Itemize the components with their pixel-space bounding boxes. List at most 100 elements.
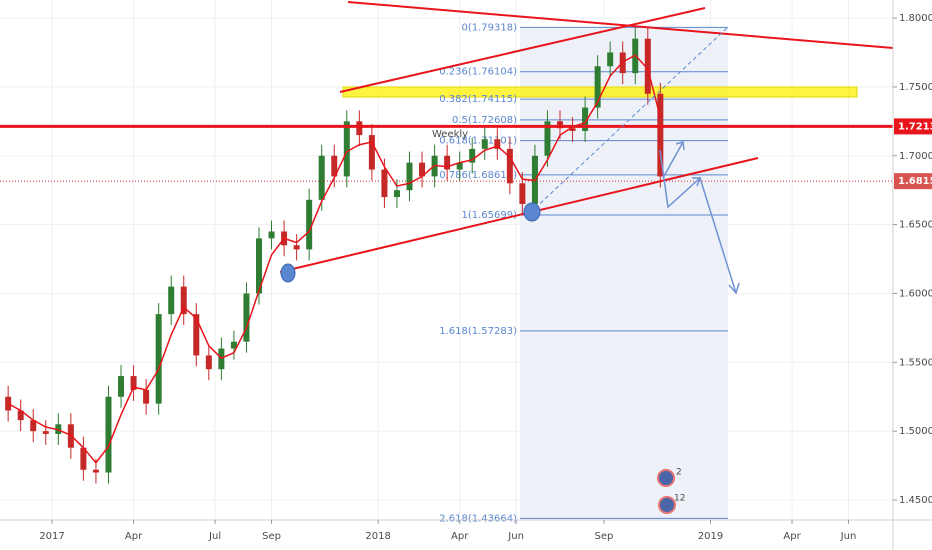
trend-line [339,7,706,93]
candle-body [469,148,476,163]
candle-body [255,238,262,294]
price-box [894,173,932,190]
y-tick-label: 1.50000 [899,426,932,437]
drawings: 2 12 Weekly [279,1,894,514]
projection-arrow [662,141,684,179]
fib-label: 1(1.65699) [461,210,517,221]
candle-body [230,341,237,349]
fib-label: 0(1.79318) [461,22,517,33]
fib-label: 0.382(1.74115) [439,94,517,105]
y-tick-label: 1.75000 [899,82,932,93]
x-tick-label: Apr [783,531,801,542]
fib-label: 1.618(1.57283) [439,326,517,337]
trend-line [279,157,759,273]
candle-body [381,169,388,198]
candle-body [494,139,501,149]
candle-body [368,135,375,170]
x-tick-label: Jun [840,531,857,542]
candle-body [481,139,488,149]
y-tick-label: 1.70000 [899,151,932,162]
price-label: 1.68156 [898,176,932,187]
candle-body [30,420,37,432]
arrow-head [692,177,702,187]
candle-body [607,52,614,67]
candle-body [331,155,338,177]
candle-body [657,93,664,177]
candle-body [80,447,87,470]
price-label: 1.72132 [898,121,932,132]
candle-body [519,183,526,204]
axes: 1.80000 1.75000 1.70000 1.65000 1.60000 1.550… [39,13,932,542]
fib-label: 0.618(1.71101) [439,136,517,147]
y-tick-label: 1.55000 [899,357,932,368]
candle-body [92,469,99,473]
candle-body [318,155,325,200]
projection-arrow [659,149,737,294]
candle-body [143,389,150,404]
y-tick-label: 1.65000 [899,220,932,231]
candle-body [42,431,49,434]
marker [523,202,541,222]
x-tick-label: Apr [125,531,143,542]
y-tick-label: 1.60000 [899,288,932,299]
badge-count: 2 [676,468,682,478]
arrow-head [728,282,740,295]
fib-label: 0.786(1.68614) [439,170,517,181]
event-badge[interactable] [658,496,676,514]
candle-body [406,162,413,191]
x-tick-label: 2019 [698,531,723,542]
plot [0,27,893,484]
candle-body [180,286,187,315]
candle-body [644,38,651,94]
candle-body [205,355,212,370]
interval-label: Weekly [432,129,468,140]
candle-body [243,293,250,342]
candle-body [569,128,576,131]
fib-label: 0.5(1.72608) [452,115,517,126]
candle-body [444,155,451,170]
candle-body [17,410,24,421]
trend-line [529,26,729,214]
x-tick-label: Sep [262,531,281,542]
x-tick-label: Jun [507,531,524,542]
x-tick-label: 2018 [365,531,390,542]
trend-line [347,1,894,49]
candle-body [105,396,112,473]
fibonacci: 0(1.79318) 0.236(1.76104) 0.382(1.74115) 0.… [439,22,728,524]
x-tick-label: Sep [594,531,613,542]
candle-body [130,376,137,390]
marker [280,263,296,283]
arrow-head [675,141,685,151]
candle-body [456,162,463,170]
fib-label: 0.236(1.76104) [439,67,517,78]
candle-body [343,121,350,177]
y-tick-label: 1.80000 [899,13,932,24]
badge-count: 12 [674,494,685,504]
x-tick-label: Apr [451,531,469,542]
candle-body [293,245,300,250]
candle-body [557,121,564,129]
candle-body [544,121,551,156]
candle-body [306,199,313,250]
candle-body [118,376,125,397]
candle-body [193,314,200,356]
fib-label: 2.618(1.43664) [439,513,517,524]
candle-body [506,148,513,184]
candle-body [393,190,400,198]
fib-background [520,28,728,520]
candle-body [419,162,426,177]
candle-body [594,66,601,108]
candle-body [268,231,275,239]
candle-body [582,107,589,131]
moving-average [7,54,662,465]
event-badge[interactable] [657,469,675,487]
y-tick-label: 1.45000 [899,495,932,506]
price-box [894,118,932,135]
grid [0,0,893,520]
candle-body [356,121,363,136]
candle-body [155,314,162,404]
candle-body [168,286,175,315]
x-tick-label: Jul [208,531,221,542]
x-tick-label: 2017 [39,531,64,542]
